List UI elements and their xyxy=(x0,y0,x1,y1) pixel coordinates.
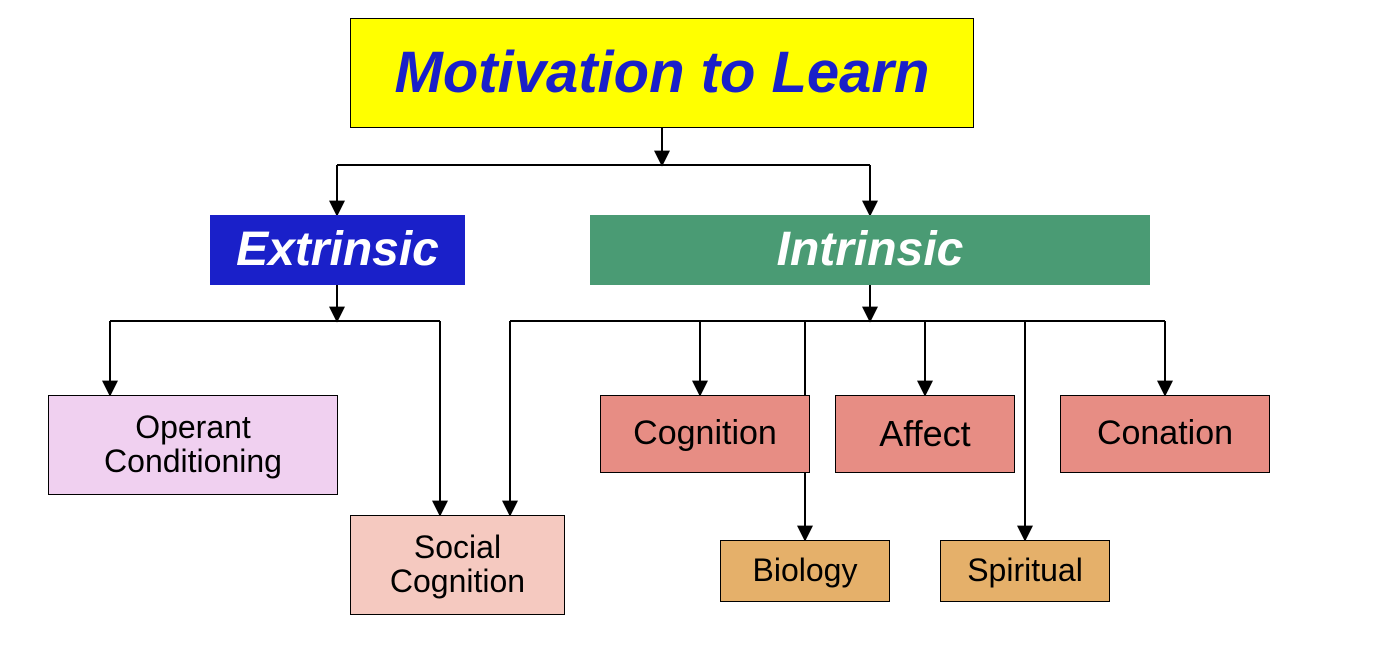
node-affect: Affect xyxy=(835,395,1015,473)
node-label: Motivation to Learn xyxy=(395,43,930,104)
node-label: Extrinsic xyxy=(236,225,439,275)
node-biology: Biology xyxy=(720,540,890,602)
node-intrinsic: Intrinsic xyxy=(590,215,1150,285)
node-label: Intrinsic xyxy=(777,225,964,275)
node-social-cognition: Social Cognition xyxy=(350,515,565,615)
node-operant-conditioning: Operant Conditioning xyxy=(48,395,338,495)
node-label: Social Cognition xyxy=(390,531,525,598)
node-cognition: Cognition xyxy=(600,395,810,473)
node-label: Cognition xyxy=(633,416,777,452)
node-spiritual: Spiritual xyxy=(940,540,1110,602)
node-title: Motivation to Learn xyxy=(350,18,974,128)
node-label: Affect xyxy=(879,415,970,453)
node-label: Biology xyxy=(753,554,858,588)
node-extrinsic: Extrinsic xyxy=(210,215,465,285)
node-label: Operant Conditioning xyxy=(104,411,282,478)
node-conation: Conation xyxy=(1060,395,1270,473)
diagram-canvas: Motivation to Learn Extrinsic Intrinsic … xyxy=(0,0,1374,652)
node-label: Spiritual xyxy=(967,554,1083,588)
node-label: Conation xyxy=(1097,416,1233,452)
